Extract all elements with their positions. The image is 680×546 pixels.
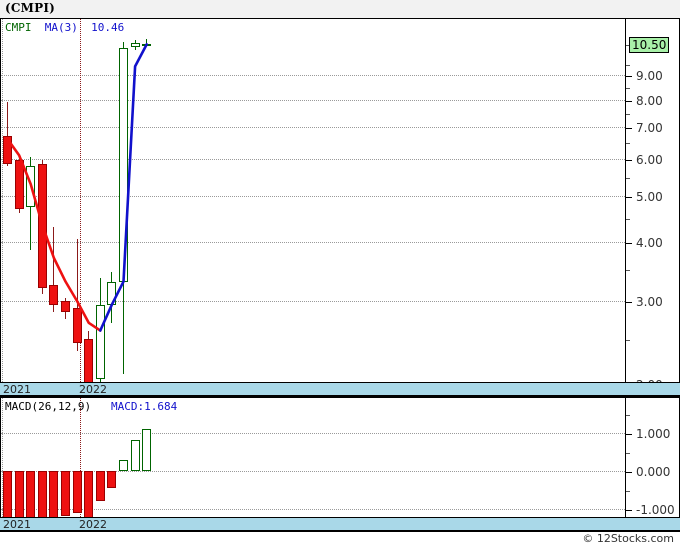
macd-tick-label: -1.000 <box>636 502 675 517</box>
price-tick-label: 9.00 <box>636 69 663 84</box>
macd-histogram-bar <box>119 460 128 471</box>
macd-histogram-bar <box>84 470 94 521</box>
macd-histogram-bar <box>107 470 117 488</box>
last-price-badge: 10.50 <box>629 36 670 53</box>
date-tick-label: 2022 <box>79 383 107 396</box>
year-gridline <box>2 19 3 396</box>
macd-minor-tick <box>626 414 630 416</box>
legend-ma-value: 10.46 <box>91 21 125 34</box>
macd-histogram-bar <box>61 470 70 517</box>
price-tick <box>626 302 632 304</box>
price-tick <box>626 76 632 78</box>
legend-symbol: CMPI <box>5 21 32 34</box>
price-minor-tick <box>626 113 630 115</box>
price-chart-panel[interactable]: CMPI MA(3) 10.46 <box>0 18 626 397</box>
price-gridline <box>1 301 625 303</box>
price-tick <box>626 159 632 161</box>
price-minor-tick <box>626 339 630 341</box>
price-gridline <box>1 196 625 198</box>
macd-tick-label: 0.000 <box>636 464 671 479</box>
price-minor-tick <box>626 177 630 179</box>
date-tick-label: 2021 <box>3 383 31 396</box>
macd-histogram-bar <box>142 429 152 471</box>
watermark: © 12Stocks.com <box>582 532 674 545</box>
price-gridline <box>1 241 625 243</box>
price-gridline <box>1 75 625 77</box>
candle-body <box>72 308 82 343</box>
macd-histogram-bar <box>26 470 36 524</box>
macd-minor-tick <box>626 490 630 492</box>
candle-wick <box>53 227 55 312</box>
macd-tick <box>626 509 632 511</box>
candle-wick <box>146 38 148 46</box>
macd-gridline <box>1 432 625 434</box>
legend-ma-label: MA(3) <box>44 21 78 34</box>
candle-wick <box>76 239 78 352</box>
price-plot-area[interactable] <box>1 19 625 396</box>
macd-histogram-bar <box>130 439 140 471</box>
price-legend: CMPI MA(3) 10.46 <box>5 21 124 34</box>
candle-body <box>130 42 140 47</box>
ma-overlay <box>6 43 148 332</box>
price-tick <box>626 242 632 244</box>
price-tick <box>626 100 632 102</box>
price-minor-tick <box>626 88 630 90</box>
candle-body <box>14 160 24 209</box>
price-tick-label: 6.00 <box>636 152 663 167</box>
macd-histogram-bar <box>95 470 105 501</box>
date-axis-price: 2021 2022 <box>0 382 680 396</box>
macd-tick-label: 1.000 <box>636 426 671 441</box>
price-minor-tick <box>626 270 630 272</box>
price-tick-label: 4.00 <box>636 235 663 250</box>
date-tick-label: 2021 <box>3 518 31 531</box>
ma-line-segment <box>6 137 102 332</box>
macd-chart-panel[interactable]: MACD(26,12,9) MACD:1.684 <box>0 397 626 532</box>
year-gridline <box>80 19 81 396</box>
macd-gridline <box>1 470 625 472</box>
price-minor-tick <box>626 143 630 145</box>
price-gridline <box>1 99 625 101</box>
macd-minor-tick <box>626 452 630 454</box>
macd-value: MACD:1.684 <box>110 400 178 413</box>
price-gridline <box>1 126 625 128</box>
price-tick-label: 3.00 <box>636 295 663 310</box>
candle-body <box>95 304 105 380</box>
page-title: (CMPI) <box>5 1 56 15</box>
price-minor-tick <box>626 44 630 46</box>
macd-legend: MACD(26,12,9) MACD:1.684 <box>5 400 177 413</box>
price-tick <box>626 197 632 199</box>
macd-tick <box>626 471 632 473</box>
date-axis-macd: 2021 2022 <box>0 517 680 531</box>
price-tick-label: 5.00 <box>636 190 663 205</box>
price-tick <box>626 127 632 129</box>
price-tick-label: 7.00 <box>636 120 663 135</box>
macd-histogram-bar <box>72 470 82 513</box>
title-bar: (CMPI) <box>0 0 680 18</box>
candle-wick <box>7 102 8 166</box>
macd-gridline <box>1 508 625 510</box>
macd-year-gridline <box>80 398 81 531</box>
macd-year-gridline <box>2 398 3 531</box>
macd-axis: 1.000 0.000 -1.000 <box>625 397 680 532</box>
candle-body <box>49 284 59 305</box>
price-tick-label: 8.00 <box>636 93 663 108</box>
macd-name: MACD(26,12,9) <box>5 400 92 413</box>
price-minor-tick <box>626 218 630 220</box>
macd-plot-area[interactable] <box>1 398 625 531</box>
candle-body <box>61 301 70 312</box>
ma-line-segment <box>99 43 148 332</box>
macd-tick <box>626 433 632 435</box>
candle-body <box>3 135 12 164</box>
price-gridline <box>1 158 625 160</box>
date-tick-label: 2022 <box>79 518 107 531</box>
price-minor-tick <box>626 65 630 67</box>
